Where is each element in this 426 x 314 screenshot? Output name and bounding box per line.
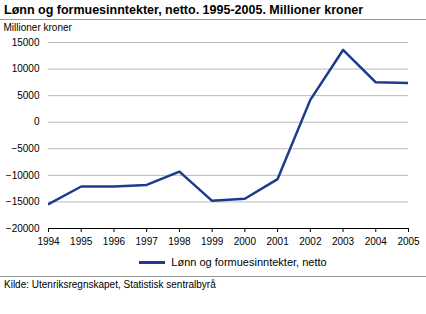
svg-text:2004: 2004 xyxy=(365,236,388,247)
svg-text:1994: 1994 xyxy=(37,236,60,247)
svg-text:1997: 1997 xyxy=(136,236,159,247)
html-text:Kilde: Utenriksregnskapet, Sta: Kilde: Utenriksregnskapet, Statistisk se… xyxy=(4,279,216,290)
svg-text:−15000: −15000 xyxy=(6,196,40,207)
svg-text:Millioner kroner: Millioner kroner xyxy=(4,22,73,33)
svg-text:2002: 2002 xyxy=(299,236,322,247)
svg-text:1998: 1998 xyxy=(168,236,191,247)
svg-text:1999: 1999 xyxy=(201,236,224,247)
html-text:Lønn og formuesinntekter, nett: Lønn og formuesinntekter, netto xyxy=(171,256,327,268)
svg-text:−10000: −10000 xyxy=(6,170,40,181)
svg-text:−5000: −5000 xyxy=(11,143,40,154)
svg-text:2001: 2001 xyxy=(266,236,289,247)
svg-text:2005: 2005 xyxy=(397,236,420,247)
svg-text:15000: 15000 xyxy=(12,37,40,48)
svg-text:1995: 1995 xyxy=(70,236,93,247)
svg-text:10000: 10000 xyxy=(12,63,40,74)
svg-text:2000: 2000 xyxy=(234,236,257,247)
svg-text:−20000: −20000 xyxy=(6,223,40,234)
svg-text:0: 0 xyxy=(34,116,40,127)
svg-text:2003: 2003 xyxy=(332,236,355,247)
svg-text:1996: 1996 xyxy=(103,236,126,247)
html-text:Lønn og formuesinntekter, nett: Lønn og formuesinntekter, netto. 1995-20… xyxy=(4,3,364,17)
svg-text:5000: 5000 xyxy=(17,90,40,101)
